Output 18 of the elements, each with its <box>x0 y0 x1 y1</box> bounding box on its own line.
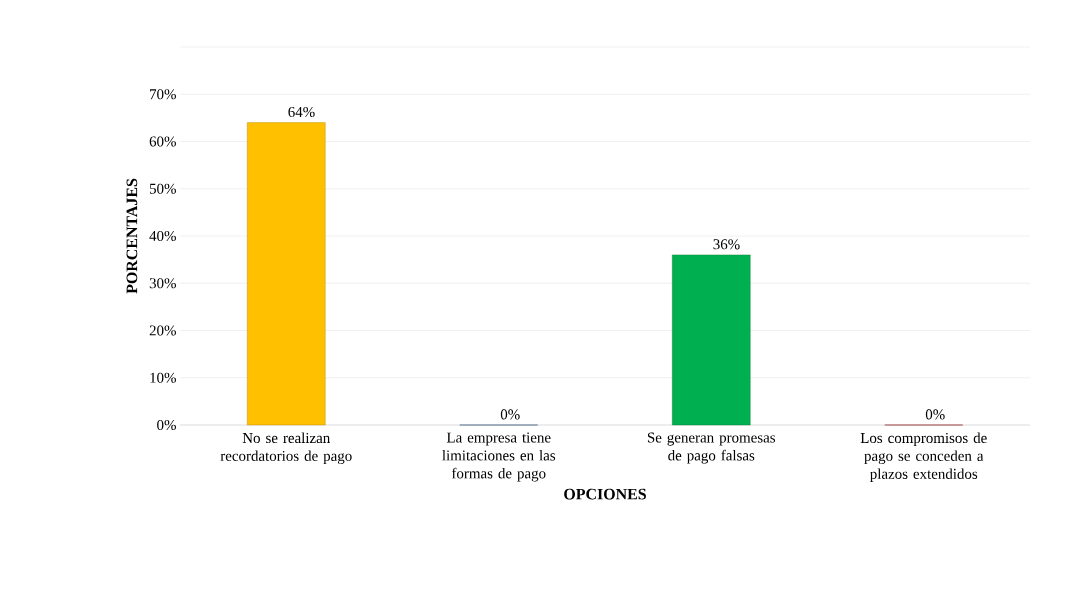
x-tick-label: Los compromisos de pago se conceden a plazos extendidos <box>860 432 987 482</box>
y-tick-label: 70% <box>150 89 176 100</box>
y-tick-label: 0% <box>157 419 176 431</box>
y-tick-label: 60% <box>149 136 176 147</box>
y-axis-title: PORCENTAJES <box>126 178 138 294</box>
x-tick-label: No se realizan recordatorios de pago <box>220 432 352 465</box>
x-axis-title: OPCIONES <box>564 488 646 500</box>
data-label: 0% <box>500 409 520 420</box>
data-label: 64% <box>288 106 315 118</box>
y-tick-label: 20% <box>149 325 176 336</box>
y-tick-label: 40% <box>149 230 176 242</box>
data-label: 0% <box>925 409 945 420</box>
y-tick-label: 50% <box>149 183 176 194</box>
x-tick-label: Se generan promesas de pago falsas <box>647 432 776 464</box>
data-label: 36% <box>713 239 740 250</box>
x-tick-label: La empresa tiene limitaciones en las formas de pago <box>442 432 556 482</box>
y-tick-label: 30% <box>149 278 176 289</box>
y-tick-label: 10% <box>150 372 176 383</box>
